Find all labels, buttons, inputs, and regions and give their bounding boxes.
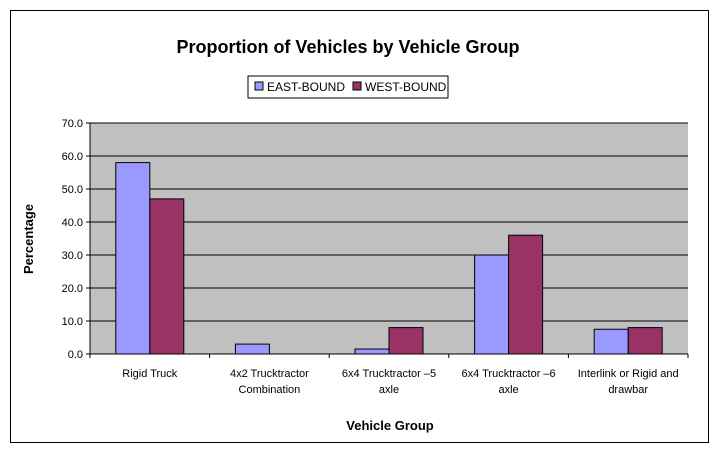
y-tick-label: 40.0 [62, 217, 83, 229]
bar-east-bound-0 [115, 162, 151, 355]
bar-east-bound-1 [234, 343, 270, 355]
x-category-label: 6x4 Trucktractor –5 [342, 368, 436, 380]
legend: EAST-BOUND WEST-BOUND [247, 75, 449, 99]
x-category-label: axle [379, 384, 399, 396]
axes [86, 122, 689, 358]
x-category-label: Rigid Truck [122, 368, 178, 380]
y-tick-label: 70.0 [62, 118, 83, 130]
legend-label-west-bound: WEST-BOUND [365, 80, 447, 94]
legend-label-east-bound: EAST-BOUND [267, 80, 345, 94]
x-category-label: Interlink or Rigid and [578, 368, 679, 380]
legend-box [247, 75, 449, 99]
x-category-label: axle [499, 384, 519, 396]
x-axis-title: Vehicle Group [346, 418, 433, 433]
chart-title: Proportion of Vehicles by Vehicle Group [176, 37, 519, 57]
plot-area [90, 123, 688, 354]
y-tick-label: 20.0 [62, 283, 83, 295]
gridlines [90, 122, 688, 322]
bar-east-bound-3 [474, 254, 510, 355]
bar-west-bound-0 [149, 198, 185, 355]
y-axis-title: Percentage [21, 204, 36, 274]
bar-east-bound-4 [593, 328, 629, 355]
x-category-label: 6x4 Trucktractor –6 [462, 368, 556, 380]
x-category-label: 4x2 Trucktractor [230, 368, 309, 380]
bar-west-bound-3 [508, 234, 544, 355]
bar-east-bound-2 [354, 348, 390, 355]
y-tick-labels: 0.0 10.0 20.0 30.0 40.0 50.0 60.0 70.0 [62, 118, 83, 361]
y-tick-label: 10.0 [62, 316, 83, 328]
legend-swatch-west-bound [352, 81, 362, 91]
x-category-labels: Rigid Truck 4x2 Trucktractor Combination 6x… [122, 368, 678, 396]
legend-swatch-east-bound [254, 81, 264, 91]
x-category-label: drawbar [608, 384, 648, 396]
bar-west-bound-2 [388, 327, 424, 355]
bar-west-bound-4 [627, 327, 663, 355]
x-category-label: Combination [239, 384, 301, 396]
bars [115, 162, 663, 355]
y-tick-label: 30.0 [62, 250, 83, 262]
y-tick-label: 50.0 [62, 184, 83, 196]
y-tick-label: 60.0 [62, 151, 83, 163]
y-tick-label: 0.0 [68, 349, 83, 361]
